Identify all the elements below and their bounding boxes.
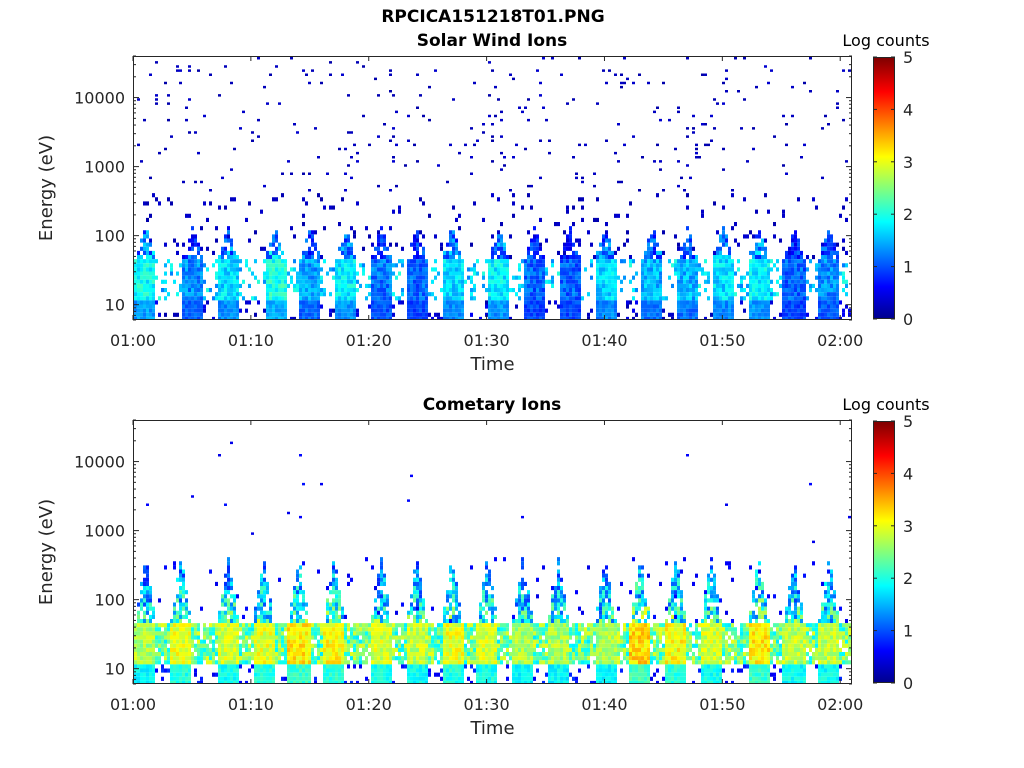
- x-tick-label-0: 01:00: [110, 331, 156, 350]
- x-tick-label-2: 01:20: [346, 695, 392, 714]
- colorbar-label-solar-wind: Log counts: [842, 31, 930, 50]
- x-tick-label-1: 01:10: [228, 695, 274, 714]
- cb-tick-label-4: 4: [903, 100, 913, 119]
- cb-tick-label-0: 0: [903, 674, 913, 693]
- heatmap-cells: [134, 441, 851, 683]
- x-tick-label-2: 01:20: [346, 331, 392, 350]
- y-tick-label-3: 10000: [74, 453, 125, 472]
- plot-area-cometary: [133, 420, 852, 684]
- x-tick-label-6: 02:00: [817, 331, 863, 350]
- y-tick-label-1: 100: [94, 591, 125, 610]
- y-tick-label-0: 10: [105, 660, 125, 679]
- x-tick-label-6: 02:00: [817, 695, 863, 714]
- x-axis-label-0: Time: [469, 354, 514, 375]
- y-tick-label-1: 100: [94, 227, 125, 246]
- colorbar-label-cometary: Log counts: [842, 395, 930, 414]
- cb-tick-label-0: 0: [903, 310, 913, 329]
- y-tick-label-0: 10: [105, 296, 125, 315]
- x-tick-label-3: 01:30: [464, 695, 510, 714]
- cb-tick-label-5: 5: [903, 412, 913, 431]
- cb-tick-label-1: 1: [903, 622, 913, 641]
- cb-tick-label-4: 4: [903, 464, 913, 483]
- x-tick-label-1: 01:10: [228, 331, 274, 350]
- y-axis-label-1: Energy (eV): [36, 499, 57, 605]
- x-tick-label-0: 01:00: [110, 695, 156, 714]
- x-tick-label-4: 01:40: [581, 331, 627, 350]
- x-tick-label-3: 01:30: [464, 331, 510, 350]
- y-tick-label-2: 1000: [84, 522, 125, 541]
- cb-tick-label-3: 3: [903, 153, 913, 172]
- y-tick-label-2: 1000: [84, 158, 125, 177]
- x-tick-label-5: 01:50: [699, 695, 745, 714]
- figure-title: RPCICA151218T01.PNG: [381, 7, 605, 27]
- cb-tick-label-1: 1: [903, 258, 913, 277]
- x-axis-label-1: Time: [469, 718, 514, 739]
- heatmap-solar-wind: [134, 57, 851, 319]
- x-tick-label-5: 01:50: [699, 331, 745, 350]
- cb-tick-label-2: 2: [903, 569, 913, 588]
- x-tick-label-4: 01:40: [581, 695, 627, 714]
- heatmap-cells: [134, 57, 851, 319]
- colorbar-cometary: [873, 421, 895, 683]
- y-tick-label-3: 10000: [74, 89, 125, 108]
- panel-title-cometary: Cometary Ions: [422, 395, 562, 415]
- cb-tick-label-3: 3: [903, 517, 913, 536]
- colorbar-solar-wind: [873, 57, 895, 319]
- cb-tick-label-5: 5: [903, 48, 913, 67]
- heatmap-cometary: [134, 441, 851, 683]
- y-axis-label-0: Energy (eV): [36, 135, 57, 241]
- panel-title-solar-wind: Solar Wind Ions: [416, 31, 568, 51]
- plot-area-solar-wind: [133, 56, 852, 320]
- cb-tick-label-2: 2: [903, 205, 913, 224]
